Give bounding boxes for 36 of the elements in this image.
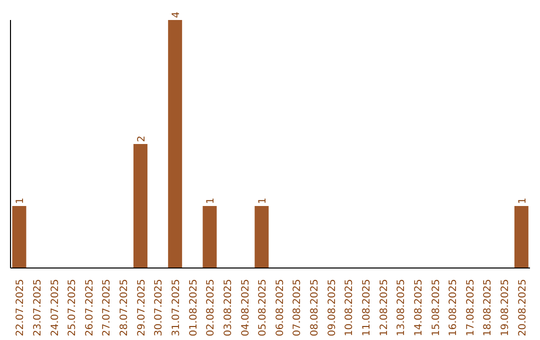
x-tick-label: 15.08.2025 [430,279,442,336]
x-tick-label: 02.08.2025 [206,279,217,336]
x-tick-label: 27.07.2025 [102,279,113,336]
data-label: 1 [15,198,26,204]
x-tick-label: 08.08.2025 [310,279,321,336]
data-label: 1 [258,198,269,204]
x-tick-label: 28.07.2025 [119,279,130,336]
x-tick-label: 06.08.2025 [274,279,286,336]
data-label: 1 [206,198,217,204]
x-tick-label: 31.07.2025 [171,279,182,336]
x-tick-label: 19.08.2025 [500,279,512,336]
x-tick-label: 20.08.2025 [517,279,528,336]
x-tick-label: 12.08.2025 [378,279,390,336]
x-tick-label: 25.07.2025 [67,279,78,336]
x-tick-label: 05.08.2025 [258,279,269,336]
data-label: 1 [517,198,528,204]
x-tick-label: 04.08.2025 [240,279,252,336]
data-label: 2 [136,136,148,142]
x-tick-label: 23.07.2025 [32,279,44,336]
x-tick-label: 03.08.2025 [222,279,234,336]
x-tick-label: 01.08.2025 [188,279,200,336]
x-tick-label: 07.08.2025 [292,279,304,336]
x-tick-label: 22.07.2025 [15,279,26,336]
data-label: 4 [171,12,182,18]
x-tick-label: 30.07.2025 [154,279,165,336]
x-tick-label: 26.07.2025 [84,279,96,336]
x-tick-label: 29.07.2025 [136,279,148,336]
x-tick-label: 14.08.2025 [413,279,424,336]
x-tick-label: 11.08.2025 [361,279,372,336]
x-tick-label: 13.08.2025 [396,279,408,336]
x-tick-label: 10.08.2025 [344,279,356,336]
x-tick-label: 09.08.2025 [326,279,338,336]
x-tick-label: 16.08.2025 [448,279,460,336]
x-tick-label: 18.08.2025 [482,279,494,336]
x-tick-label: 24.07.2025 [50,279,61,336]
x-tick-label: 17.08.2025 [465,279,476,336]
